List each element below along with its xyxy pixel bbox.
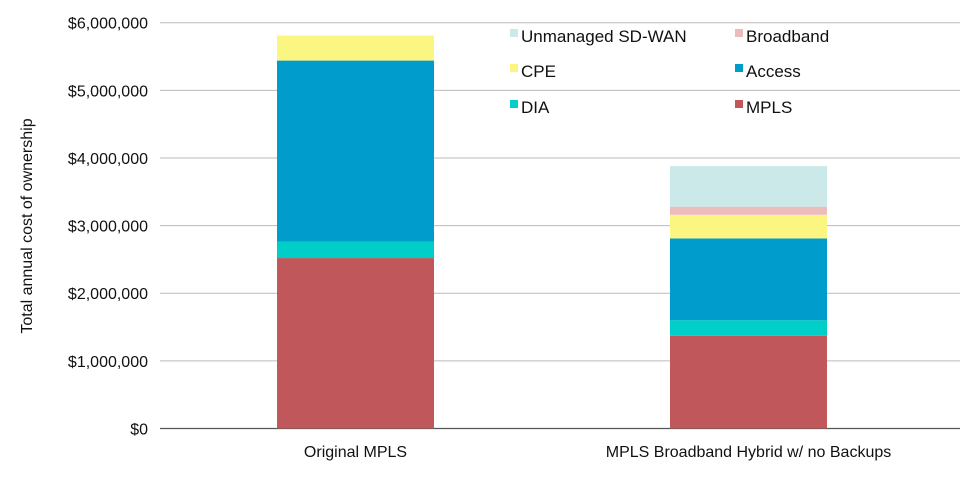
legend-swatch [510,29,518,37]
legend-swatch [510,64,518,72]
y-axis-label: Total annual cost of ownership [19,118,36,333]
y-tick-label: $0 [130,422,148,439]
y-tick-label: $3,000,000 [68,219,148,236]
bar-segment-cpe [670,214,827,239]
bar-segment-mpls [670,335,827,429]
bar-segment-broadband [670,206,827,215]
y-axis-ticks: $0 $1,000,000 $2,000,000 $3,000,000 $4,000,0… [68,16,148,439]
bars [277,35,827,429]
bar-segment-dia [670,320,827,336]
bar-segment-cpe [277,35,434,61]
y-tick-label: $6,000,000 [68,16,148,33]
y-tick-label: $2,000,000 [68,286,148,303]
bar-segment-access [277,60,434,242]
y-tick-label: $5,000,000 [68,83,148,100]
legend-label: MPLS [746,98,792,117]
x-tick-label: MPLS Broadband Hybrid w/ no Backups [606,444,891,461]
bar-segment-mpls [277,258,434,429]
y-tick-label: $1,000,000 [68,354,148,371]
x-tick-label: Original MPLS [304,444,407,461]
bar-segment-dia [277,241,434,259]
bar-segment-access [670,238,827,321]
legend-swatch [735,100,743,108]
legend-label: DIA [521,98,550,117]
legend-swatch [510,100,518,108]
y-tick-label: $4,000,000 [68,151,148,168]
legend-swatch [735,29,743,37]
legend: Unmanaged SD-WAN Broadband CPE Access DIA MPL… [510,27,829,117]
legend-swatch [735,64,743,72]
legend-label: Broadband [746,27,829,46]
legend-label: Access [746,62,801,81]
legend-label: CPE [521,62,556,81]
bar-segment-unmanaged-sd-wan [670,166,827,207]
legend-label: Unmanaged SD-WAN [521,27,687,46]
x-axis-ticks: Original MPLS MPLS Broadband Hybrid w/ no… [304,444,891,461]
